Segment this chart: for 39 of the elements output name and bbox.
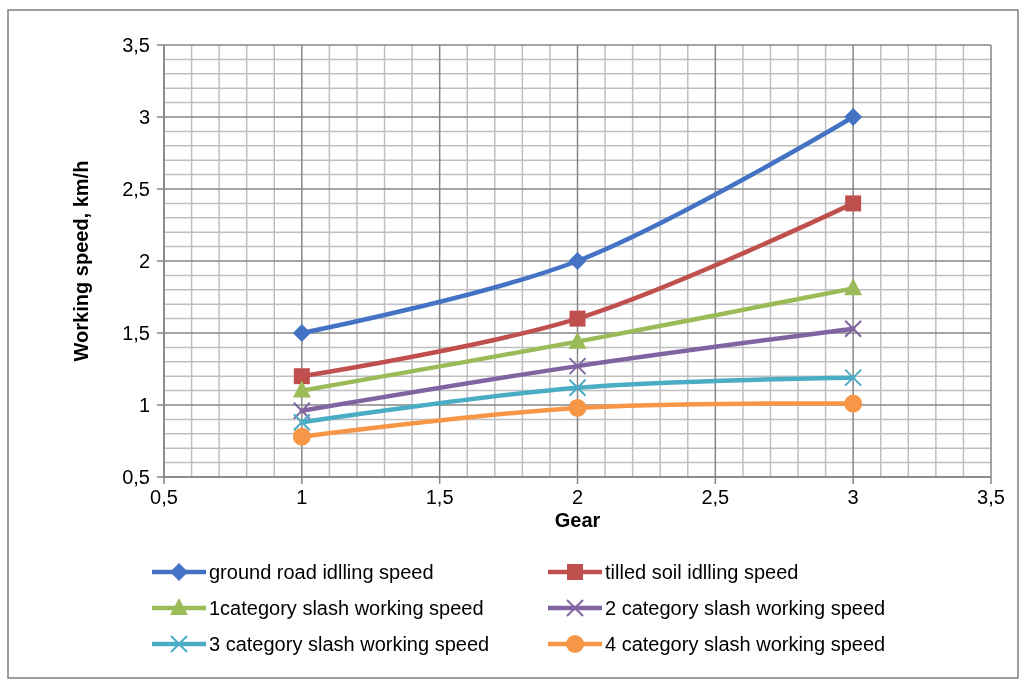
legend-label: 2 category slash working speed bbox=[605, 597, 886, 619]
y-tick-label: 1 bbox=[138, 394, 150, 416]
y-tick-label: 2 bbox=[138, 250, 150, 272]
legend-label: tilled soil idlling speed bbox=[605, 561, 799, 583]
x-tick-label: 2,5 bbox=[701, 486, 730, 508]
point bbox=[568, 398, 587, 417]
point bbox=[568, 252, 587, 270]
x-tick-label: 3 bbox=[847, 486, 859, 508]
point bbox=[844, 108, 863, 126]
legend-label: 1category slash working speed bbox=[209, 597, 484, 619]
y-tick-label: 3,5 bbox=[122, 34, 150, 56]
x-tick-label: 1 bbox=[296, 486, 308, 508]
legend-label: 3 category slash working speed bbox=[209, 633, 490, 655]
point bbox=[568, 357, 587, 376]
point bbox=[844, 368, 863, 387]
legend-label: 4 category slash working speed bbox=[605, 633, 886, 655]
point bbox=[569, 310, 586, 327]
y-tick-label: 2,5 bbox=[122, 178, 150, 200]
y-tick-label: 0,5 bbox=[122, 466, 150, 488]
point bbox=[844, 278, 863, 296]
x-tick-label: 1,5 bbox=[425, 486, 454, 508]
point bbox=[292, 380, 311, 398]
point bbox=[568, 378, 587, 397]
y-tick-label: 1,5 bbox=[122, 322, 150, 344]
point bbox=[845, 195, 862, 212]
point bbox=[292, 413, 311, 432]
y-tick-label: 3 bbox=[138, 106, 150, 128]
point bbox=[293, 368, 310, 385]
point bbox=[292, 427, 311, 446]
point bbox=[292, 401, 311, 420]
point bbox=[568, 331, 587, 349]
point bbox=[844, 394, 863, 413]
x-axis-title: Gear bbox=[554, 509, 601, 531]
y-axis-title: Working speed, km/h bbox=[70, 160, 92, 362]
x-tick-label: 3,5 bbox=[977, 486, 1005, 508]
point bbox=[844, 319, 863, 338]
legend-label: ground road idlling speed bbox=[209, 561, 434, 583]
point bbox=[292, 324, 311, 342]
x-tick-label: 2 bbox=[571, 486, 584, 508]
